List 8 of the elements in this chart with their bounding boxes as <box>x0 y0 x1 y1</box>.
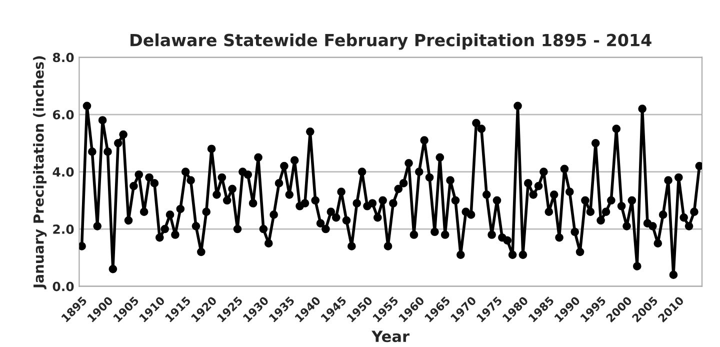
y-tick-label: 6.0 <box>52 110 74 120</box>
y-tick-label: 2.0 <box>53 224 74 234</box>
y-tick-label: 8.0 <box>52 52 74 62</box>
x-axis-title: Year <box>372 330 410 342</box>
chart-title: Delaware Statewide February Precipitation 1895 - 2014 <box>130 33 652 50</box>
y-axis-title: January Precipitation (inches) <box>33 56 47 290</box>
y-tick-label: 0.0 <box>52 282 74 292</box>
y-tick-label: 4.0 <box>52 167 74 177</box>
